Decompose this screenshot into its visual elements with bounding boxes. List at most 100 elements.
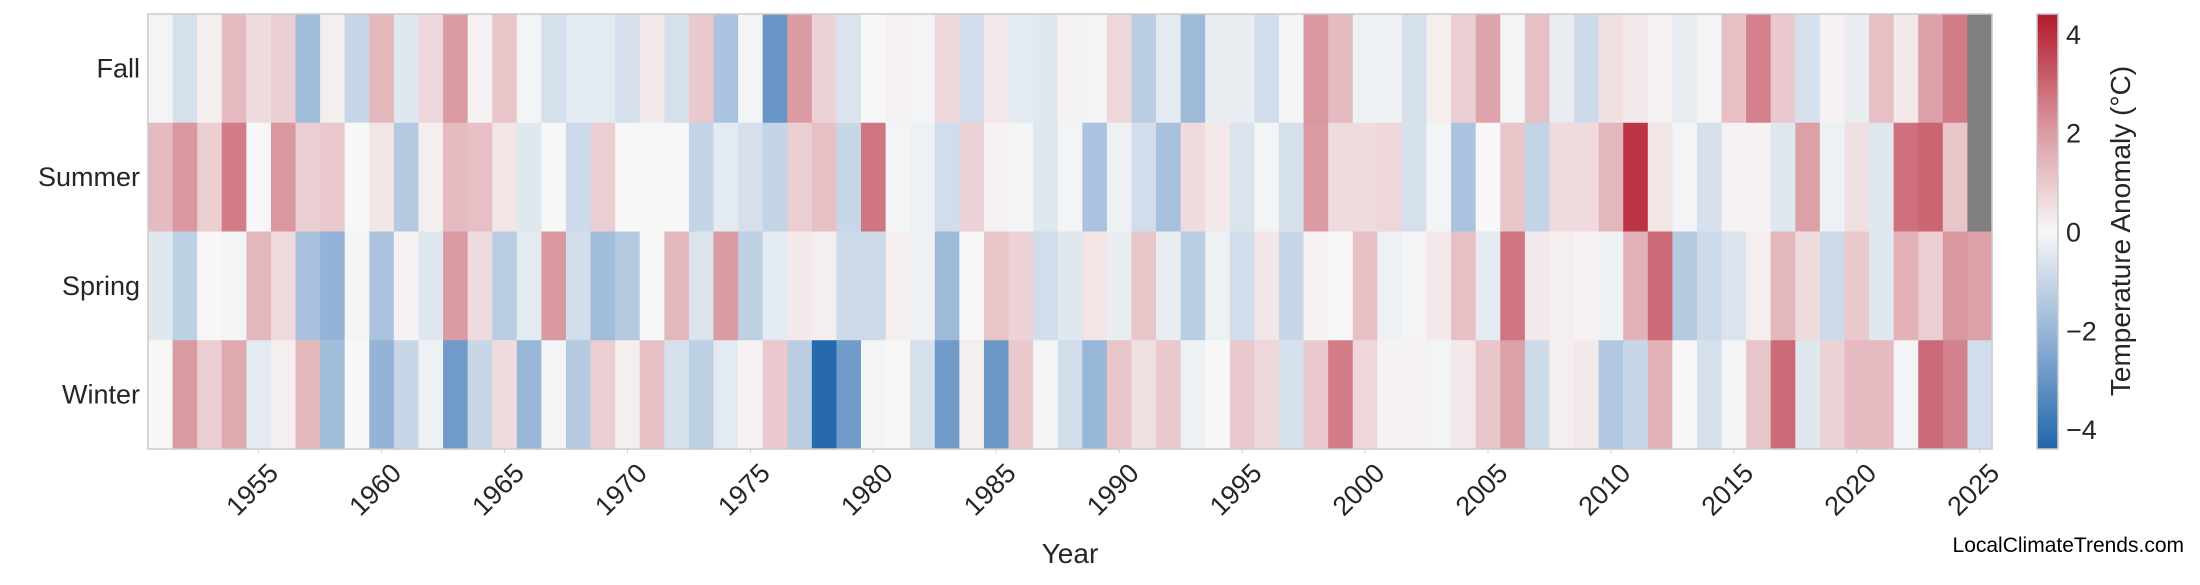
- heatmap-cell: [492, 231, 518, 341]
- heatmap-cell: [443, 14, 469, 124]
- heatmap-cell: [787, 340, 813, 450]
- heatmap-cell: [1746, 14, 1772, 124]
- heatmap-cell: [1377, 340, 1403, 450]
- x-tick-label: 1980: [835, 458, 899, 522]
- heatmap-cell: [197, 340, 223, 450]
- heatmap-cell: [369, 340, 395, 450]
- heatmap-cell: [1672, 340, 1698, 450]
- heatmap-cell: [861, 122, 887, 233]
- heatmap-cell: [1254, 340, 1280, 450]
- heatmap-cell: [1918, 14, 1944, 124]
- heatmap-cell: [1229, 122, 1255, 233]
- heatmap-cell: [885, 122, 911, 233]
- heatmap-cell: [1795, 340, 1821, 450]
- y-axis-labels: Fall Summer Spring Winter: [38, 53, 140, 409]
- heatmap-cell: [270, 122, 297, 233]
- heatmap-cell: [541, 122, 567, 233]
- heatmap-cell: [172, 340, 198, 450]
- heatmap-cell: [590, 231, 616, 341]
- heatmap-cell: [270, 231, 297, 341]
- heatmap-cell: [221, 122, 247, 233]
- heatmap-cell: [1696, 122, 1723, 233]
- heatmap-cell: [1303, 14, 1329, 124]
- heatmap-cell: [1696, 231, 1723, 341]
- heatmap-cell: [983, 14, 1010, 124]
- heatmap-cell: [270, 14, 297, 124]
- heatmap-cell: [1696, 14, 1723, 124]
- heatmap-cell: [1819, 340, 1846, 450]
- heatmap-cell: [1721, 340, 1747, 450]
- heatmap-cell: [1942, 122, 1969, 233]
- heatmap-cell: [1451, 14, 1477, 124]
- x-tick-label: 2000: [1327, 458, 1391, 522]
- heatmap-cell: [1451, 340, 1477, 450]
- x-tick-label: 1955: [220, 458, 284, 522]
- heatmap-cell: [320, 231, 346, 341]
- heatmap-cell: [1696, 340, 1723, 450]
- heatmap-cell: [1278, 231, 1305, 341]
- heatmap-cell: [1082, 14, 1108, 124]
- heatmap-cell: [1746, 122, 1772, 233]
- heatmap-cell: [1574, 231, 1600, 341]
- y-tick-label: Spring: [62, 271, 140, 301]
- heatmap-cell: [1844, 14, 1870, 124]
- colorbar: −4 −2 0 2 4 Temperature Anomaly (°C): [2036, 13, 2136, 450]
- heatmap-cell: [443, 340, 469, 450]
- heatmap-cell: [418, 340, 444, 450]
- heatmap-cell: [565, 14, 592, 124]
- heatmap-cell: [811, 122, 838, 233]
- heatmap-cell: [1008, 14, 1034, 124]
- heatmap-cell: [1942, 14, 1969, 124]
- heatmap-cell: [738, 231, 764, 341]
- heatmap-cell: [836, 122, 862, 233]
- heatmap-cell: [197, 231, 223, 341]
- heatmap-cell: [1131, 340, 1157, 450]
- heatmap-cell: [148, 231, 174, 341]
- heatmap-cell: [688, 340, 715, 450]
- heatmap-cell: [1303, 122, 1329, 233]
- heatmap-cell: [1869, 231, 1895, 341]
- x-axis-labels: 1955 1960 1965 1970 1975 1980 1985 1990 1995 2000…: [220, 449, 2005, 521]
- heatmap-cell: [1795, 231, 1821, 341]
- heatmap-cell: [1721, 122, 1747, 233]
- heatmap-cell: [1893, 122, 1919, 233]
- heatmap-cell: [1106, 231, 1133, 341]
- x-tick-label: 2015: [1696, 458, 1760, 522]
- heatmap-cell: [983, 122, 1010, 233]
- heatmap-cell: [1574, 122, 1600, 233]
- heatmap-cell: [1475, 14, 1501, 124]
- heatmap-cell: [1229, 14, 1255, 124]
- heatmap-cell: [148, 340, 174, 450]
- heatmap-cell: [1598, 231, 1624, 341]
- heatmap-cell: [639, 14, 665, 124]
- heatmap-cell: [1623, 122, 1649, 233]
- heatmap-cell: [861, 340, 887, 450]
- heatmap-cell: [1893, 14, 1919, 124]
- heatmap-cell: [1377, 14, 1403, 124]
- heatmap-cell: [443, 122, 469, 233]
- heatmap-cell: [393, 340, 420, 450]
- heatmap-cell: [811, 231, 838, 341]
- heatmap-cell: [1106, 340, 1133, 450]
- heatmap-cell: [467, 231, 493, 341]
- heatmap-cell: [959, 14, 985, 124]
- heatmap-cell: [1967, 340, 1993, 450]
- plot-frame: [147, 13, 1993, 450]
- x-axis-title: Year: [1042, 538, 1099, 569]
- heatmap-cell: [1426, 14, 1452, 124]
- heatmap-cell: [1352, 231, 1378, 341]
- heatmap-cell: [1672, 231, 1698, 341]
- heatmap-cell: [738, 14, 764, 124]
- heatmap-cell: [221, 14, 247, 124]
- colorbar-ticks: −4 −2 0 2 4: [2066, 20, 2097, 445]
- heatmap-cell: [1721, 14, 1747, 124]
- colorbar-gradient: [2036, 13, 2059, 450]
- heatmap-cell: [1328, 340, 1354, 450]
- heatmap-cell: [1475, 340, 1501, 450]
- heatmap-cell: [811, 340, 838, 450]
- heatmap-cell: [1082, 340, 1108, 450]
- heatmap-cell: [1033, 340, 1059, 450]
- heatmap-cell: [1918, 340, 1944, 450]
- heatmap-cell: [1156, 122, 1182, 233]
